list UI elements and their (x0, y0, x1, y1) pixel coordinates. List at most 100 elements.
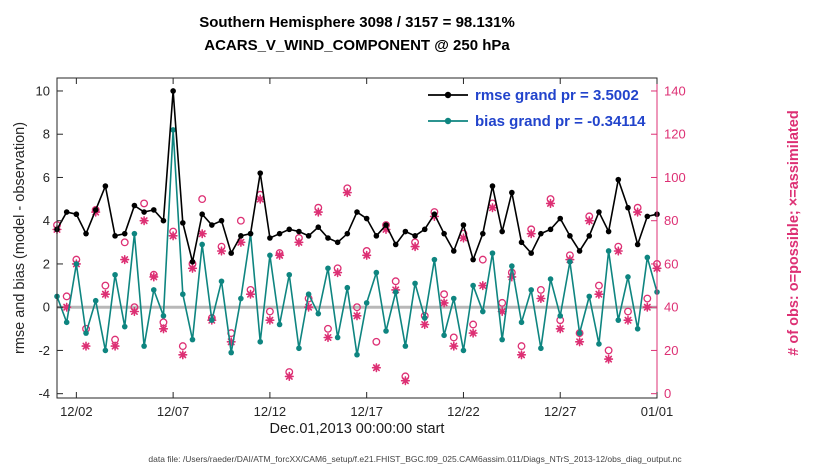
x-tick-label: 12/02 (60, 404, 93, 419)
possible-obs-marker (536, 285, 545, 294)
rmse-marker (247, 230, 254, 237)
left-tick-label: 8 (43, 127, 50, 142)
rmse-marker (112, 233, 118, 239)
bias-marker (499, 336, 505, 343)
bias-marker (441, 332, 447, 339)
rmse-marker (615, 176, 622, 183)
rmse-marker (296, 228, 302, 235)
rmse-marker (344, 230, 351, 237)
bias-marker (83, 330, 89, 336)
bias-marker (363, 300, 370, 306)
bias-marker (218, 278, 225, 285)
legend: rmse grand pr = 3.5002 bias grand pr = -… (428, 82, 646, 134)
legend-rmse-marker (444, 91, 452, 99)
left-tick-label: -4 (38, 386, 50, 401)
right-tick-label: 120 (664, 127, 686, 142)
possible-obs-marker (62, 292, 71, 301)
rmse-marker (441, 230, 447, 237)
rmse-marker (305, 233, 312, 239)
rmse-marker (170, 88, 176, 94)
bias-marker (257, 338, 264, 345)
bias-marker (160, 313, 167, 319)
right-tick-label: 0 (664, 386, 671, 401)
bias-marker (460, 347, 467, 354)
bias-marker (325, 265, 331, 272)
bias-marker (489, 250, 496, 256)
possible-obs-marker (624, 307, 632, 316)
bias-marker (344, 284, 351, 291)
legend-rmse-label: rmse grand pr = 3.5002 (475, 86, 639, 104)
rmse-marker (596, 209, 602, 215)
possible-obs-marker (498, 298, 507, 307)
rmse-marker (567, 233, 573, 239)
data-file-caption: data file: /Users/raeder/DAI/ATM_forcXX/… (148, 454, 682, 464)
possible-obs-marker (469, 320, 478, 329)
rmse-marker (131, 202, 138, 209)
left-tick-label: 6 (43, 170, 50, 185)
rmse-marker (402, 228, 409, 235)
possible-obs-marker (449, 333, 458, 342)
rmse-marker (315, 224, 322, 230)
bias-marker (509, 263, 515, 269)
possible-obs-marker (140, 199, 149, 208)
possible-obs-marker (643, 294, 652, 303)
bias-marker (596, 341, 602, 347)
rmse-marker (373, 233, 380, 239)
legend-rmse-sample-icon (428, 91, 468, 99)
rmse-marker (354, 209, 360, 215)
bias-marker (392, 289, 399, 295)
bias-marker (131, 230, 138, 237)
rmse-marker (218, 217, 225, 224)
legend-item-bias: bias grand pr = -0.34114 (428, 108, 646, 134)
legend-item-rmse: rmse grand pr = 3.5002 (428, 82, 646, 108)
rmse-marker (121, 230, 128, 237)
possible-obs-marker (604, 346, 613, 355)
bias-marker (267, 252, 273, 259)
possible-obs-marker (372, 337, 381, 346)
left-tick-label: 2 (43, 256, 50, 271)
rmse-marker (538, 230, 544, 237)
bias-marker (470, 282, 476, 289)
rmse-marker (150, 207, 157, 213)
bias-marker (286, 271, 293, 278)
bias-marker (296, 345, 302, 352)
rmse-marker (363, 215, 370, 222)
rmse-marker (102, 183, 109, 189)
rmse-marker (547, 226, 554, 233)
rmse-marker (412, 233, 418, 239)
rmse-marker (470, 256, 476, 263)
rmse-marker (431, 211, 438, 218)
chart-title-line2: ACARS_V_WIND_COMPONENT @ 250 hPa (204, 37, 510, 54)
bias-marker (315, 310, 322, 317)
x-tick-label: 12/27 (544, 404, 577, 419)
right-tick-label: 80 (664, 213, 678, 228)
bias-line (56, 129, 658, 355)
bias-marker (547, 276, 554, 282)
rmse-marker (199, 211, 205, 218)
rmse-marker (209, 222, 215, 228)
right-tick-label: 40 (664, 300, 678, 315)
rmse-marker (286, 226, 293, 233)
x-tick-label: 01/01 (641, 404, 674, 419)
bias-marker (141, 343, 147, 349)
rmse-marker (83, 230, 89, 237)
possible-obs-marker (517, 342, 526, 351)
bias-marker (199, 241, 205, 248)
rmse-marker (267, 235, 273, 241)
bias-marker (305, 291, 312, 298)
rmse-marker (63, 209, 70, 215)
possible-obs-marker (265, 307, 274, 316)
bias-marker (170, 127, 176, 133)
bias-marker (586, 293, 593, 300)
rmse-marker (634, 241, 641, 248)
right-tick-label: 60 (664, 256, 678, 271)
bias-marker (528, 287, 534, 293)
rmse-marker (450, 248, 457, 254)
bias-marker (625, 274, 631, 280)
bias-marker (180, 291, 186, 298)
rmse-marker (238, 233, 244, 239)
rmse-marker (460, 222, 467, 228)
left-axis-label: rmse and bias (model - observation) (12, 121, 28, 355)
